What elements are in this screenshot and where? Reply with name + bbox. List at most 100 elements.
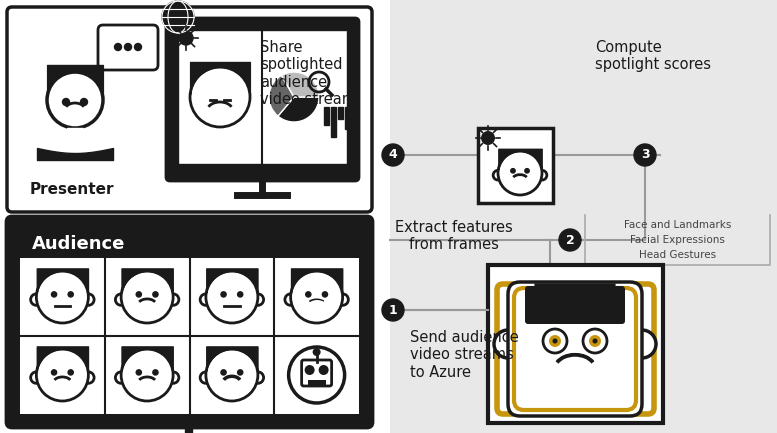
Circle shape — [153, 292, 158, 297]
Circle shape — [206, 349, 258, 401]
Circle shape — [116, 294, 127, 305]
Text: Extract features
from frames: Extract features from frames — [395, 220, 513, 252]
Circle shape — [253, 294, 263, 305]
Bar — [478, 128, 553, 203]
Text: Head Gestures: Head Gestures — [639, 250, 716, 260]
Bar — [338, 107, 343, 119]
Bar — [20, 258, 359, 414]
Circle shape — [543, 329, 567, 353]
Circle shape — [498, 151, 542, 195]
Circle shape — [153, 370, 158, 375]
FancyBboxPatch shape — [98, 25, 158, 70]
Text: 2: 2 — [566, 233, 574, 246]
Circle shape — [493, 170, 503, 180]
Circle shape — [200, 294, 211, 305]
Bar — [67, 128, 83, 148]
Bar — [324, 107, 329, 125]
Circle shape — [494, 330, 522, 358]
Wedge shape — [278, 97, 319, 122]
Circle shape — [82, 294, 94, 305]
Circle shape — [291, 271, 343, 323]
Circle shape — [221, 292, 226, 297]
Circle shape — [37, 271, 89, 323]
FancyBboxPatch shape — [301, 360, 332, 386]
Circle shape — [305, 365, 315, 375]
Circle shape — [583, 329, 607, 353]
Circle shape — [206, 271, 258, 323]
Circle shape — [537, 170, 547, 180]
FancyBboxPatch shape — [525, 286, 625, 324]
Circle shape — [68, 292, 73, 297]
Circle shape — [524, 168, 529, 173]
Circle shape — [179, 31, 193, 45]
Circle shape — [116, 372, 127, 383]
FancyBboxPatch shape — [6, 216, 373, 428]
Circle shape — [238, 292, 242, 297]
Wedge shape — [269, 75, 294, 116]
Circle shape — [51, 292, 57, 297]
Circle shape — [200, 372, 211, 383]
Circle shape — [47, 72, 103, 128]
Circle shape — [114, 43, 121, 51]
FancyBboxPatch shape — [166, 18, 359, 181]
Circle shape — [481, 131, 495, 145]
Bar — [345, 107, 350, 129]
Circle shape — [552, 339, 558, 343]
FancyBboxPatch shape — [7, 7, 372, 212]
Text: 4: 4 — [388, 149, 397, 162]
Circle shape — [305, 292, 311, 297]
Circle shape — [51, 370, 57, 375]
Circle shape — [190, 67, 250, 127]
Circle shape — [221, 370, 226, 375]
Circle shape — [37, 349, 89, 401]
Text: Facial Expressions: Facial Expressions — [630, 235, 725, 245]
Circle shape — [312, 348, 321, 356]
Circle shape — [253, 372, 263, 383]
Circle shape — [124, 43, 131, 51]
Bar — [67, 128, 83, 148]
Text: Share
spotlighted
audience
video stream: Share spotlighted audience video stream — [260, 40, 356, 107]
Circle shape — [382, 299, 404, 321]
Circle shape — [121, 271, 173, 323]
Circle shape — [134, 43, 141, 51]
Circle shape — [322, 292, 328, 297]
Circle shape — [337, 294, 348, 305]
Circle shape — [121, 349, 173, 401]
Circle shape — [634, 144, 656, 166]
Circle shape — [82, 372, 94, 383]
Circle shape — [167, 372, 179, 383]
Bar — [331, 107, 336, 137]
Circle shape — [81, 98, 88, 106]
Circle shape — [68, 370, 73, 375]
Circle shape — [285, 294, 296, 305]
Text: 3: 3 — [641, 149, 650, 162]
Wedge shape — [281, 72, 319, 97]
Text: Audience: Audience — [32, 235, 125, 253]
Text: Send audience
video streams
to Azure: Send audience video streams to Azure — [410, 330, 519, 380]
FancyBboxPatch shape — [508, 282, 642, 416]
Circle shape — [628, 330, 656, 358]
Bar — [308, 380, 326, 385]
Text: 1: 1 — [388, 304, 397, 317]
Text: Face and Landmarks: Face and Landmarks — [624, 220, 731, 230]
Circle shape — [30, 372, 42, 383]
Bar — [0, 0, 390, 433]
Circle shape — [593, 339, 598, 343]
Circle shape — [510, 168, 515, 173]
Circle shape — [382, 144, 404, 166]
Circle shape — [589, 335, 601, 347]
Circle shape — [136, 370, 141, 375]
Text: Compute
spotlight scores: Compute spotlight scores — [595, 40, 711, 72]
Circle shape — [162, 1, 194, 33]
Circle shape — [167, 294, 179, 305]
Circle shape — [288, 347, 345, 403]
Circle shape — [136, 292, 141, 297]
Circle shape — [549, 335, 561, 347]
Circle shape — [559, 229, 581, 251]
Bar — [178, 30, 347, 164]
Text: Presenter: Presenter — [30, 181, 114, 197]
Bar — [488, 265, 663, 423]
Circle shape — [319, 365, 329, 375]
Circle shape — [30, 294, 42, 305]
Circle shape — [238, 370, 242, 375]
